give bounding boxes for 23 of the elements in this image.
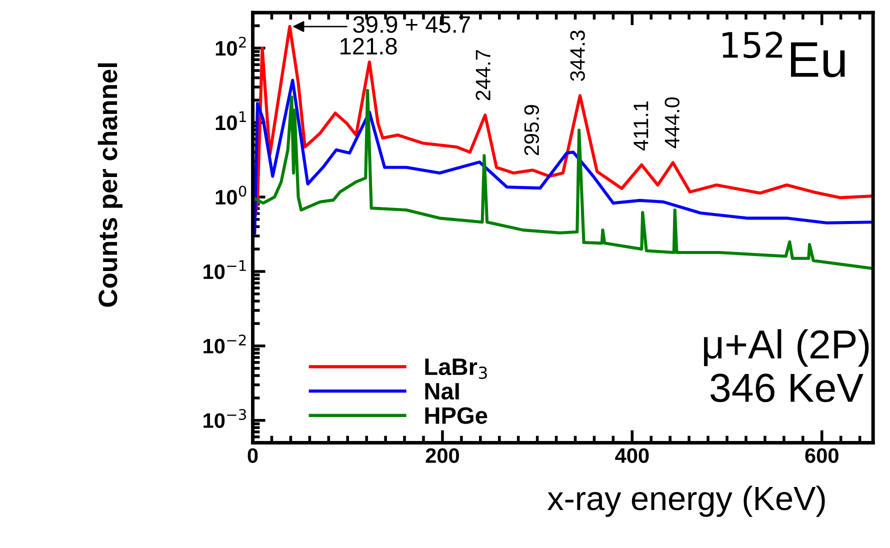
x-tick-label: 600 <box>805 448 838 463</box>
y-tick-label: 10$^{2}$ <box>216 36 246 56</box>
annotation: 411.1 <box>634 101 648 151</box>
legend-label: NaI <box>425 383 459 400</box>
y-tick-label: 10$^{1}$ <box>216 111 246 130</box>
y-tick-label: 10$^{−1}$ <box>204 260 246 280</box>
x-tick-label: 200 <box>426 448 459 463</box>
annotation: 244.7 <box>476 50 490 100</box>
x-tick-label: 400 <box>615 448 649 463</box>
y-tick-label: 10$^{0}$ <box>216 186 246 205</box>
annotation: 444.0 <box>664 97 680 148</box>
y-tick-label: 10$^{−2}$ <box>204 334 246 354</box>
annotation: 344.3 <box>570 30 585 81</box>
annotation: $^{152}$Eu <box>722 32 845 78</box>
annotation: 295.9 <box>524 105 540 156</box>
annotation: 121.8 <box>340 38 397 55</box>
y-tick-label: 10$^{−3}$ <box>204 408 246 428</box>
x-axis-title: x-ray energy (KeV) <box>548 486 825 517</box>
annotation: μ+Al (2P) 346 KeV <box>704 329 869 402</box>
y-axis-title: Counts per channel <box>98 63 122 307</box>
legend-label: LaBr$_{3}$ <box>425 358 487 380</box>
legend-label: HPGe <box>425 407 488 424</box>
x-tick-label: 0 <box>248 448 258 463</box>
